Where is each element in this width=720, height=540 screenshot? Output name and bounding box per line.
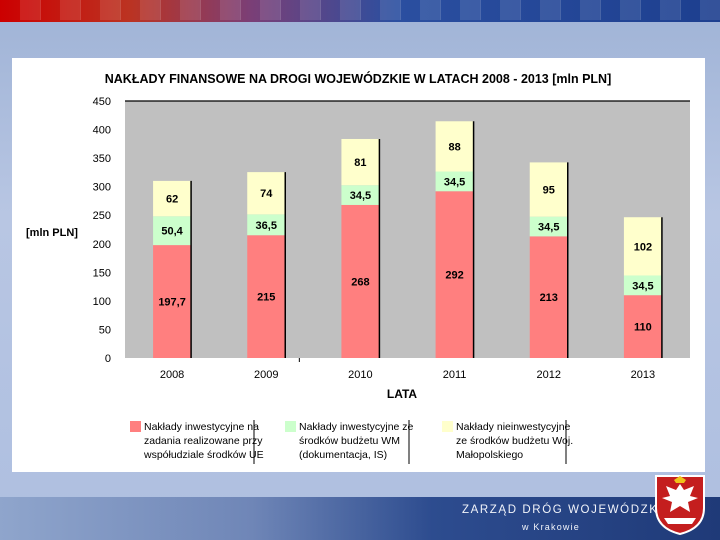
x-tick-label: 2013 [631,369,655,381]
organization-city: w Krakowie [522,522,581,532]
x-axis-label: LATA [387,387,418,401]
bar-segment [341,138,380,186]
data-label: 102 [634,241,652,253]
bar-segment [435,171,474,192]
x-tick-label: 2011 [443,369,467,381]
data-label: 215 [257,292,275,304]
organization-name: ZARZĄD DRÓG WOJEWÓDZKICH [462,504,684,516]
x-tick-label: 2012 [537,369,561,381]
bar-chart: NAKŁADY FINANSOWE NA DROGI WOJEWÓDZKIE W… [26,71,690,464]
bar-segment [247,235,286,358]
top-decorative-band [0,0,720,22]
data-label: 34,5 [444,176,465,188]
bar-segment [435,191,474,358]
bar-segment [435,121,474,172]
data-label: 34,5 [350,190,371,202]
data-label: 50,4 [161,226,183,238]
y-tick-label: 50 [99,324,111,336]
data-label: 36,5 [256,220,277,232]
x-tick-label: 2010 [348,369,372,381]
chart-title: NAKŁADY FINANSOWE NA DROGI WOJEWÓDZKIE W… [105,71,612,86]
bar-segment [623,275,662,296]
plot-area [125,101,690,358]
y-tick-label: 350 [93,153,111,165]
data-label: 95 [543,185,555,197]
y-tick-label: 400 [93,125,111,137]
data-label: 197,7 [158,297,186,309]
data-label: 34,5 [632,280,653,292]
bar-segment [341,185,380,205]
chart-legend: Nakłady inwestycyjne na zadania realizowa… [130,420,573,464]
y-tick-label: 150 [93,267,111,279]
bar-segment [153,216,192,246]
data-label: 81 [354,157,366,169]
bar-segment [529,216,568,237]
legend-swatch [442,421,453,432]
bar-segment [623,217,662,276]
y-tick-label: 0 [105,353,111,365]
y-axis-label: [mln PLN] [26,227,78,239]
legend-swatch [130,421,141,432]
coat-of-arms-icon [655,475,705,536]
bar-segment [247,214,286,236]
bar-segment [623,295,662,358]
chart-panel: NAKŁADY FINANSOWE NA DROGI WOJEWÓDZKIE W… [12,58,705,472]
data-label: 268 [351,276,369,288]
legend-label: Nakłady nieinwestycyjne ze środków budżet… [456,421,573,461]
bar-segment [529,236,568,358]
y-tick-label: 450 [93,96,111,108]
bar-segment [341,204,380,358]
y-tick-label: 200 [93,239,111,251]
data-label: 62 [166,194,178,206]
data-label: 213 [540,292,558,304]
bar-segment [529,162,568,217]
legend-swatch [285,421,296,432]
bar-segment [247,172,286,215]
y-tick-label: 250 [93,210,111,222]
bar-segment [153,180,192,217]
bar-segment [153,245,192,358]
data-label: 110 [634,322,652,334]
x-tick-label: 2009 [254,369,278,381]
data-label: 74 [260,188,273,200]
legend-label: Nakłady inwestycyjne na zadania realizowa… [143,421,264,461]
footer-bar [0,497,720,540]
x-tick-label: 2008 [160,369,184,381]
y-tick-label: 100 [93,296,111,308]
data-label: 34,5 [538,222,559,234]
legend-label: Nakłady inwestycyjne ze środków budżetu W… [299,421,414,461]
y-tick-label: 300 [93,182,111,194]
data-label: 292 [445,270,463,282]
data-label: 88 [448,141,460,153]
